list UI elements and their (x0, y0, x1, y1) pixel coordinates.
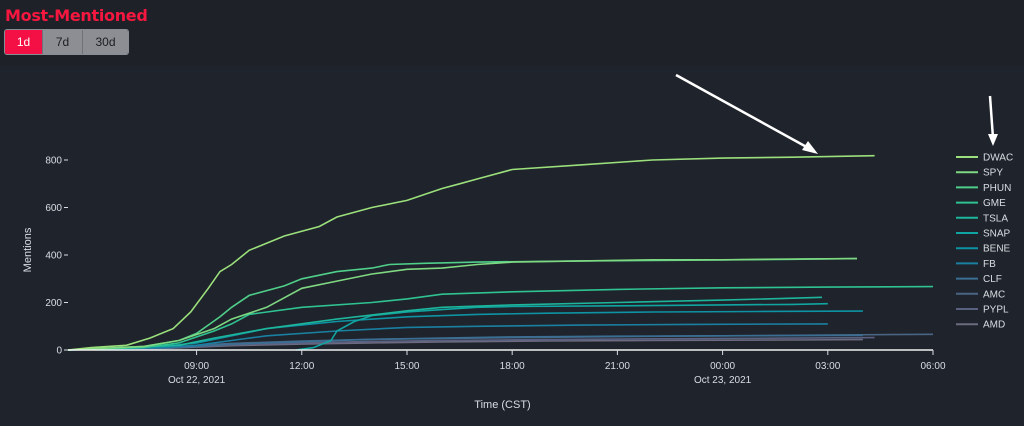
legend-label: CLF (983, 274, 1002, 285)
y-tick-label: 600 (45, 203, 62, 214)
legend-item-spy[interactable]: SPY (956, 168, 1003, 179)
legend-label: FB (983, 259, 996, 270)
legend-item-snap[interactable]: SNAP (956, 229, 1011, 240)
legend-item-amc[interactable]: AMC (956, 289, 1005, 300)
legend-label: DWAC (983, 153, 1013, 164)
axes: 0 200 400 600 800 09:00 Oct 22, 2021 12:00 15:00… (22, 156, 946, 412)
y-axis-title: Mentions (22, 227, 34, 272)
mentions-line-chart: 0 200 400 600 800 09:00 Oct 22, 2021 12:00 15:00… (22, 73, 1013, 412)
legend-item-clf[interactable]: CLF (956, 274, 1002, 285)
range-button-1d[interactable]: 1d (5, 30, 42, 54)
legend-item-phun[interactable]: PHUN (956, 183, 1011, 194)
x-tick-label: 09:00 (184, 361, 209, 372)
x-tick-label: 06:00 (920, 361, 945, 372)
arrow-to-dwac-line (675, 73, 813, 152)
legend-label: AMC (983, 289, 1005, 300)
legend-item-amd[interactable]: AMD (956, 320, 1005, 331)
legend-item-gme[interactable]: GME (956, 198, 1006, 209)
annotation-arrows (675, 73, 998, 154)
arrow-head (988, 134, 998, 146)
arrow-to-legend (988, 95, 995, 139)
header-bar: Most-Mentioned 1d 7d 30d (0, 0, 1024, 66)
series-line-gme (67, 285, 934, 351)
arrow-head (802, 141, 818, 154)
series-line-tsla (67, 296, 823, 351)
legend-item-fb[interactable]: FB (956, 259, 996, 270)
series-line-fb (67, 323, 828, 351)
range-button-7d[interactable]: 7d (42, 30, 82, 54)
x-tick-label: 12:00 (289, 361, 314, 372)
y-tick-label: 400 (45, 251, 62, 262)
y-tick-label: 200 (45, 298, 62, 309)
legend-label: GME (983, 198, 1006, 209)
legend-item-tsla[interactable]: TSLA (956, 213, 1008, 224)
range-button-30d[interactable]: 30d (82, 30, 128, 54)
series-line-snap (295, 302, 828, 351)
x-axis-title: Time (CST) (474, 399, 530, 411)
legend-label: SPY (983, 168, 1003, 179)
series-line-amd (67, 338, 863, 351)
legend-label: AMD (983, 320, 1005, 331)
x-tick-label: 03:00 (815, 361, 840, 372)
legend-label: SNAP (983, 229, 1011, 240)
y-tick-label: 0 (56, 346, 62, 357)
y-tick-label: 800 (45, 156, 62, 167)
x-tick-label: 18:00 (500, 361, 525, 372)
x-tick-date-label: Oct 23, 2021 (694, 375, 752, 386)
chart-panel: 0 200 400 600 800 09:00 Oct 22, 2021 12:00 15:00… (0, 66, 1024, 421)
legend-label: TSLA (983, 213, 1008, 224)
x-tick-label: 21:00 (605, 361, 630, 372)
legend-item-bene[interactable]: BENE (956, 244, 1011, 255)
x-tick-label: 00:00 (710, 361, 735, 372)
legend-label: BENE (983, 244, 1011, 255)
legend-item-pypl[interactable]: PYPL (956, 305, 1009, 316)
legend-label: PHUN (983, 183, 1011, 194)
legend: DWAC SPY PHUN GME TSLA SNAP BENE FB CLF AMC PYPL AM… (956, 153, 1013, 331)
x-tick-date-label: Oct 22, 2021 (168, 375, 226, 386)
legend-label: PYPL (983, 305, 1009, 316)
series-line-clf (67, 334, 863, 351)
series-lines (67, 154, 934, 351)
x-tick-label: 15:00 (394, 361, 419, 372)
range-selector: 1d 7d 30d (4, 29, 129, 55)
series-line-spy (67, 257, 858, 351)
legend-item-dwac[interactable]: DWAC (956, 153, 1013, 164)
series-line-dwac (67, 154, 875, 351)
page-title: Most-Mentioned (5, 6, 148, 25)
